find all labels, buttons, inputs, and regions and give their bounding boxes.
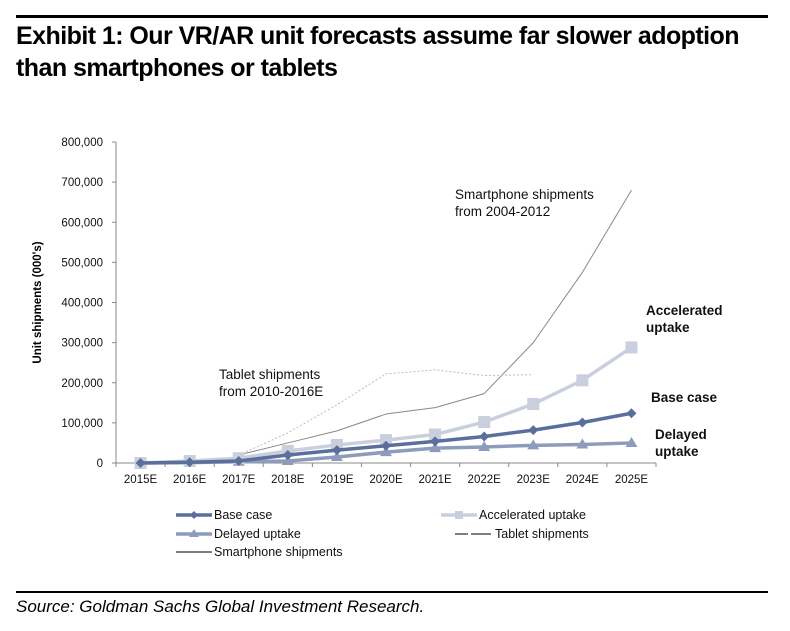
- series-base-case: [135, 408, 637, 468]
- diamond-marker: [626, 408, 637, 419]
- triangle-marker: [478, 440, 491, 451]
- square-marker: [527, 398, 540, 411]
- y-tick-label: 500,000: [61, 257, 103, 269]
- x-tick-label: 2024E: [566, 474, 600, 486]
- y-tick-label: 0: [97, 458, 103, 470]
- annotation: Accelerated: [646, 303, 723, 318]
- annotation: uptake: [646, 320, 690, 335]
- x-tick-label: 2018E: [271, 474, 305, 486]
- square-marker: [455, 511, 463, 519]
- y-tick-label: 600,000: [61, 217, 103, 229]
- square-marker: [429, 428, 442, 441]
- legend-item: Delayed uptake: [176, 527, 301, 541]
- diamond-marker: [528, 425, 539, 436]
- triangle-marker: [189, 529, 199, 537]
- legend-label: Smartphone shipments: [214, 545, 343, 559]
- diamond-marker: [184, 457, 195, 468]
- annotation: Delayed: [655, 427, 707, 442]
- triangle-marker: [281, 454, 294, 465]
- x-tick-label: 2017E: [222, 474, 256, 486]
- diamond-marker: [479, 431, 490, 442]
- triangle-marker: [330, 450, 343, 461]
- annotation: from 2010-2016E: [219, 384, 323, 399]
- triangle-marker: [527, 439, 540, 450]
- y-tick-label: 400,000: [61, 298, 103, 310]
- legend-label: Base case: [214, 508, 272, 522]
- square-marker: [478, 416, 491, 429]
- legend-label: Accelerated uptake: [479, 508, 586, 522]
- annotation: Tablet shipments: [219, 367, 321, 382]
- annotation: Smartphone shipments: [455, 187, 594, 202]
- series-tablet-shipments: [238, 369, 534, 456]
- legend-item: Accelerated uptake: [441, 508, 586, 522]
- square-marker: [625, 341, 638, 354]
- exhibit-title: Exhibit 1: Our VR/AR unit forecasts assu…: [16, 22, 740, 82]
- x-tick-label: 2025E: [615, 474, 649, 486]
- y-axis-label: Unit shipments (000's): [32, 241, 44, 363]
- x-tick-label: 2023E: [517, 474, 551, 486]
- y-tick-label: 200,000: [61, 378, 103, 390]
- square-marker: [330, 438, 343, 451]
- series-smartphone-shipments: [238, 189, 632, 456]
- triangle-marker: [576, 438, 589, 449]
- square-marker: [380, 434, 392, 447]
- legend-item: Smartphone shipments: [176, 545, 343, 559]
- square-marker: [576, 374, 589, 387]
- legend-label: Tablet shipments: [495, 527, 589, 541]
- series-line: [238, 369, 534, 456]
- top-rule: [16, 15, 768, 18]
- annotation: Base case: [651, 390, 718, 405]
- y-tick-label: 800,000: [61, 137, 103, 149]
- y-tick-label: 100,000: [61, 418, 103, 430]
- series-line: [238, 189, 632, 456]
- source-note: Source: Goldman Sachs Global Investment …: [16, 597, 425, 616]
- x-tick-label: 2020E: [369, 474, 403, 486]
- triangle-marker: [380, 446, 392, 457]
- y-tick-label: 300,000: [61, 338, 103, 350]
- legend-item: Base case: [176, 508, 272, 522]
- diamond-marker: [190, 511, 198, 519]
- x-tick-label: 2015E: [124, 474, 158, 486]
- diamond-marker: [430, 436, 441, 447]
- diamond-marker: [381, 440, 391, 451]
- diamond-marker: [331, 445, 342, 456]
- y-tick-label: 700,000: [61, 177, 103, 189]
- diamond-marker: [135, 458, 146, 468]
- x-tick-label: 2022E: [468, 474, 502, 486]
- triangle-marker: [625, 436, 638, 447]
- triangle-marker: [429, 442, 442, 453]
- legend-item: Tablet shipments: [455, 527, 589, 541]
- diamond-marker: [577, 417, 588, 428]
- x-tick-label: 2021E: [418, 474, 452, 486]
- diamond-marker: [233, 455, 244, 466]
- x-tick-label: 2019E: [320, 474, 354, 486]
- annotation: uptake: [655, 444, 699, 459]
- annotation: from 2004-2012: [455, 204, 550, 219]
- legend-label: Delayed uptake: [214, 527, 301, 541]
- bottom-rule: [16, 591, 768, 593]
- x-tick-label: 2016E: [173, 474, 207, 486]
- diamond-marker: [282, 449, 293, 460]
